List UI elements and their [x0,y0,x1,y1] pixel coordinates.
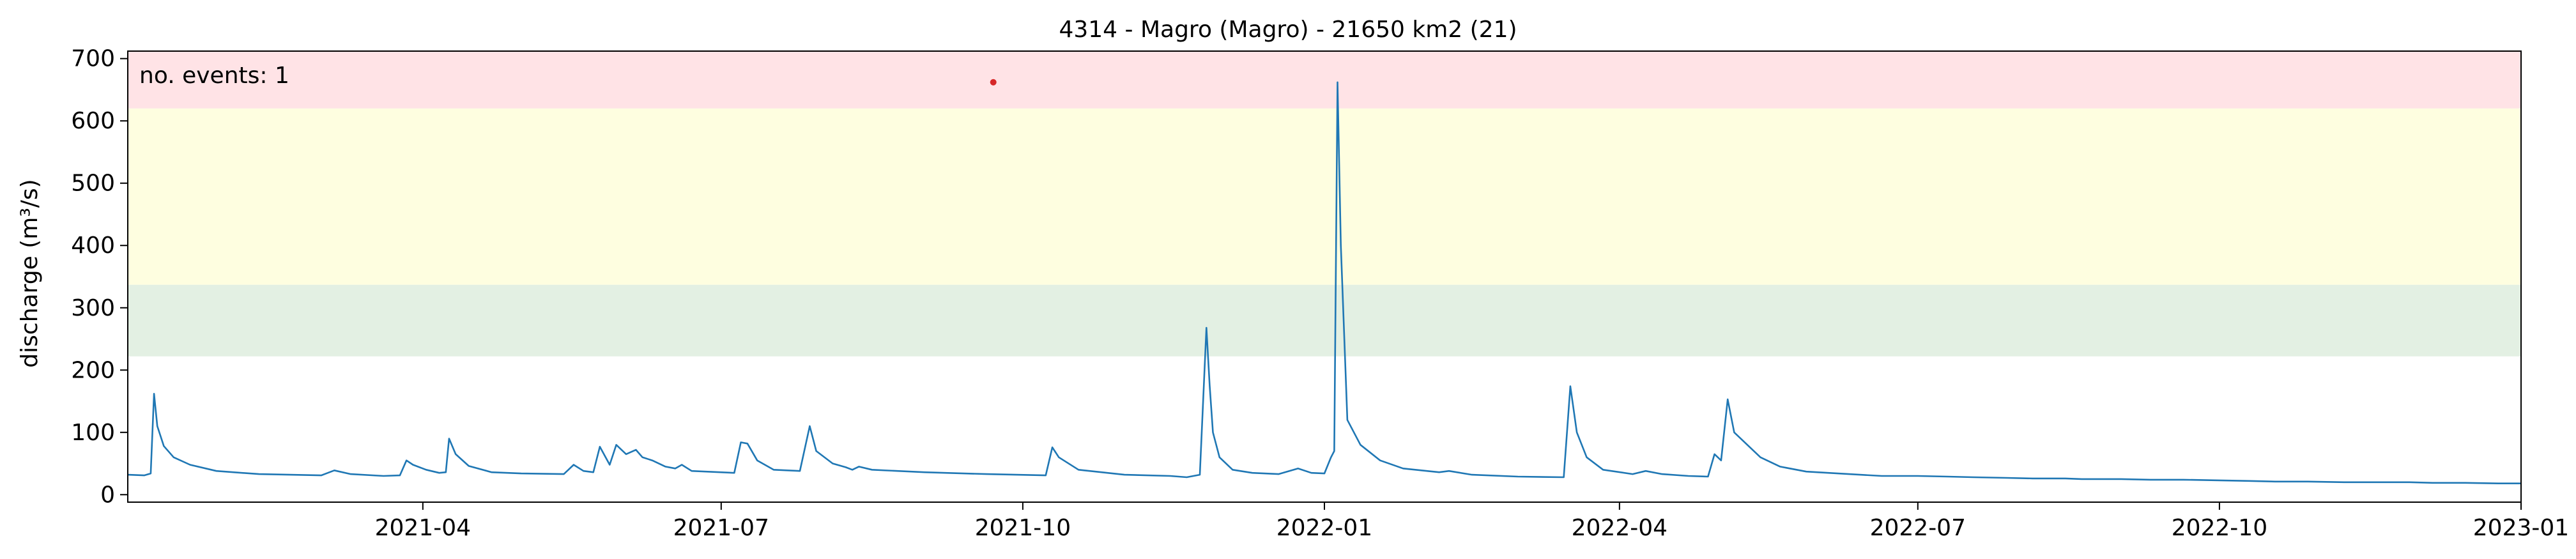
x-tick-label-3: 2022-01 [1276,515,1372,541]
y-tick-label-1: 100 [71,420,115,446]
y-tick-label-4: 400 [71,233,115,259]
y-tick-label-3: 300 [71,295,115,321]
chart-title: 4314 - Magro (Magro) - 21650 km2 (21) [1059,17,1517,43]
y-axis-label: discharge (m³/s) [17,179,43,367]
x-tick-label-0: 2021-04 [375,515,471,541]
y-tick-label-2: 200 [71,357,115,383]
y-tick-label-5: 500 [71,171,115,197]
threshold-band-1 [128,108,2521,285]
y-tick-label-6: 600 [71,108,115,134]
x-tick-label-7: 2023-01 [2473,515,2569,541]
axes-layer: 2021-04 2021-07 2021-10 2022-01 2022-04 2022-… [71,46,2569,541]
x-tick-label-6: 2022-10 [2172,515,2267,541]
y-tick-label-0: 0 [100,482,115,508]
series-line-0 [127,81,2521,485]
threshold-band-2 [128,51,2521,109]
threshold-band-0 [128,284,2521,356]
x-tick-label-1: 2021-07 [673,515,769,541]
event-marker-0 [990,79,997,86]
series-layer [127,79,2521,485]
y-tick-label-7: 700 [71,46,115,72]
x-tick-label-4: 2022-04 [1572,515,1667,541]
events-annotation: no. events: 1 [139,63,289,89]
threshold-bands [128,51,2521,356]
x-tick-label-2: 2021-10 [975,515,1071,541]
x-tick-label-5: 2022-07 [1870,515,1966,541]
